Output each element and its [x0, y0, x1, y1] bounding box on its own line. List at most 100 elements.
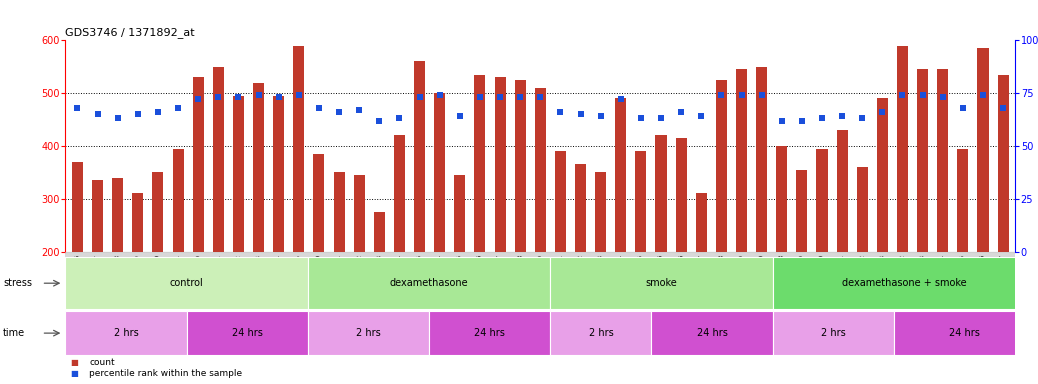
Bar [153, 172, 164, 252]
Point [834, 113, 850, 119]
Bar [455, 175, 465, 252]
Point [130, 111, 146, 118]
Point [593, 113, 609, 119]
Bar [172, 149, 184, 252]
Text: ■: ■ [71, 358, 79, 367]
Point [632, 115, 649, 121]
Bar [273, 96, 284, 252]
Bar [213, 67, 224, 252]
Point [291, 92, 307, 98]
Bar [132, 194, 143, 252]
Point [934, 94, 951, 101]
Text: 24 hrs: 24 hrs [231, 328, 263, 338]
Point [109, 115, 126, 121]
Bar [474, 74, 486, 252]
Point [331, 109, 348, 115]
Bar [635, 151, 647, 252]
Text: count: count [89, 358, 115, 367]
Bar [187, 311, 308, 355]
Bar [193, 77, 203, 252]
Point [170, 105, 187, 111]
Text: 24 hrs: 24 hrs [696, 328, 728, 338]
Text: dexamethasone: dexamethasone [390, 278, 468, 288]
Point [612, 96, 629, 103]
Point [673, 109, 689, 115]
Point [552, 109, 569, 115]
Point [874, 109, 891, 115]
Bar [957, 149, 968, 252]
Text: 2 hrs: 2 hrs [113, 328, 138, 338]
Point [994, 105, 1011, 111]
Point [149, 109, 166, 115]
Point [914, 92, 931, 98]
Bar [92, 180, 103, 252]
Bar [897, 46, 908, 252]
Bar [414, 61, 426, 252]
Text: smoke: smoke [646, 278, 678, 288]
Bar [998, 74, 1009, 252]
Point [411, 94, 428, 101]
Bar [308, 257, 550, 309]
Point [190, 96, 207, 103]
Text: stress: stress [3, 278, 32, 288]
Point [754, 92, 770, 98]
Text: 24 hrs: 24 hrs [474, 328, 506, 338]
Bar [515, 80, 525, 252]
Bar [772, 311, 894, 355]
Bar [65, 257, 308, 309]
Point [471, 94, 488, 101]
Bar [233, 96, 244, 252]
Bar [354, 175, 364, 252]
Point [270, 94, 286, 101]
Point [975, 92, 991, 98]
Point [713, 92, 730, 98]
Bar [756, 67, 767, 252]
Bar [616, 98, 626, 252]
Point [894, 92, 910, 98]
Point [512, 94, 528, 101]
Bar [877, 98, 887, 252]
Bar [772, 257, 1035, 309]
Bar [555, 151, 566, 252]
Text: percentile rank within the sample: percentile rank within the sample [89, 369, 243, 378]
Bar [655, 136, 666, 252]
Point [210, 94, 226, 101]
Bar [434, 93, 445, 252]
Bar [535, 88, 546, 252]
Point [250, 92, 267, 98]
Point [89, 111, 106, 118]
Text: ■: ■ [71, 369, 79, 378]
Text: control: control [170, 278, 203, 288]
Bar [494, 77, 506, 252]
Bar [112, 178, 124, 252]
Bar [575, 164, 586, 252]
Bar [736, 70, 747, 252]
Point [70, 105, 86, 111]
Text: time: time [3, 328, 25, 338]
Point [572, 111, 589, 118]
Point [432, 92, 448, 98]
Bar [72, 162, 83, 252]
Point [351, 107, 367, 113]
Bar [817, 149, 827, 252]
Bar [294, 46, 304, 252]
Text: dexamethasone + smoke: dexamethasone + smoke [842, 278, 966, 288]
Point [452, 113, 468, 119]
Bar [595, 172, 606, 252]
Bar [716, 80, 727, 252]
Text: 2 hrs: 2 hrs [821, 328, 846, 338]
Bar [374, 212, 385, 252]
Bar [796, 170, 808, 252]
Bar [894, 311, 1035, 355]
Bar [676, 138, 687, 252]
Bar [856, 167, 868, 252]
Point [391, 115, 408, 121]
Bar [333, 172, 345, 252]
Bar [550, 311, 652, 355]
Bar [308, 311, 429, 355]
Bar [917, 70, 928, 252]
Bar [652, 311, 772, 355]
Point [733, 92, 749, 98]
Point [531, 94, 548, 101]
Point [814, 115, 830, 121]
